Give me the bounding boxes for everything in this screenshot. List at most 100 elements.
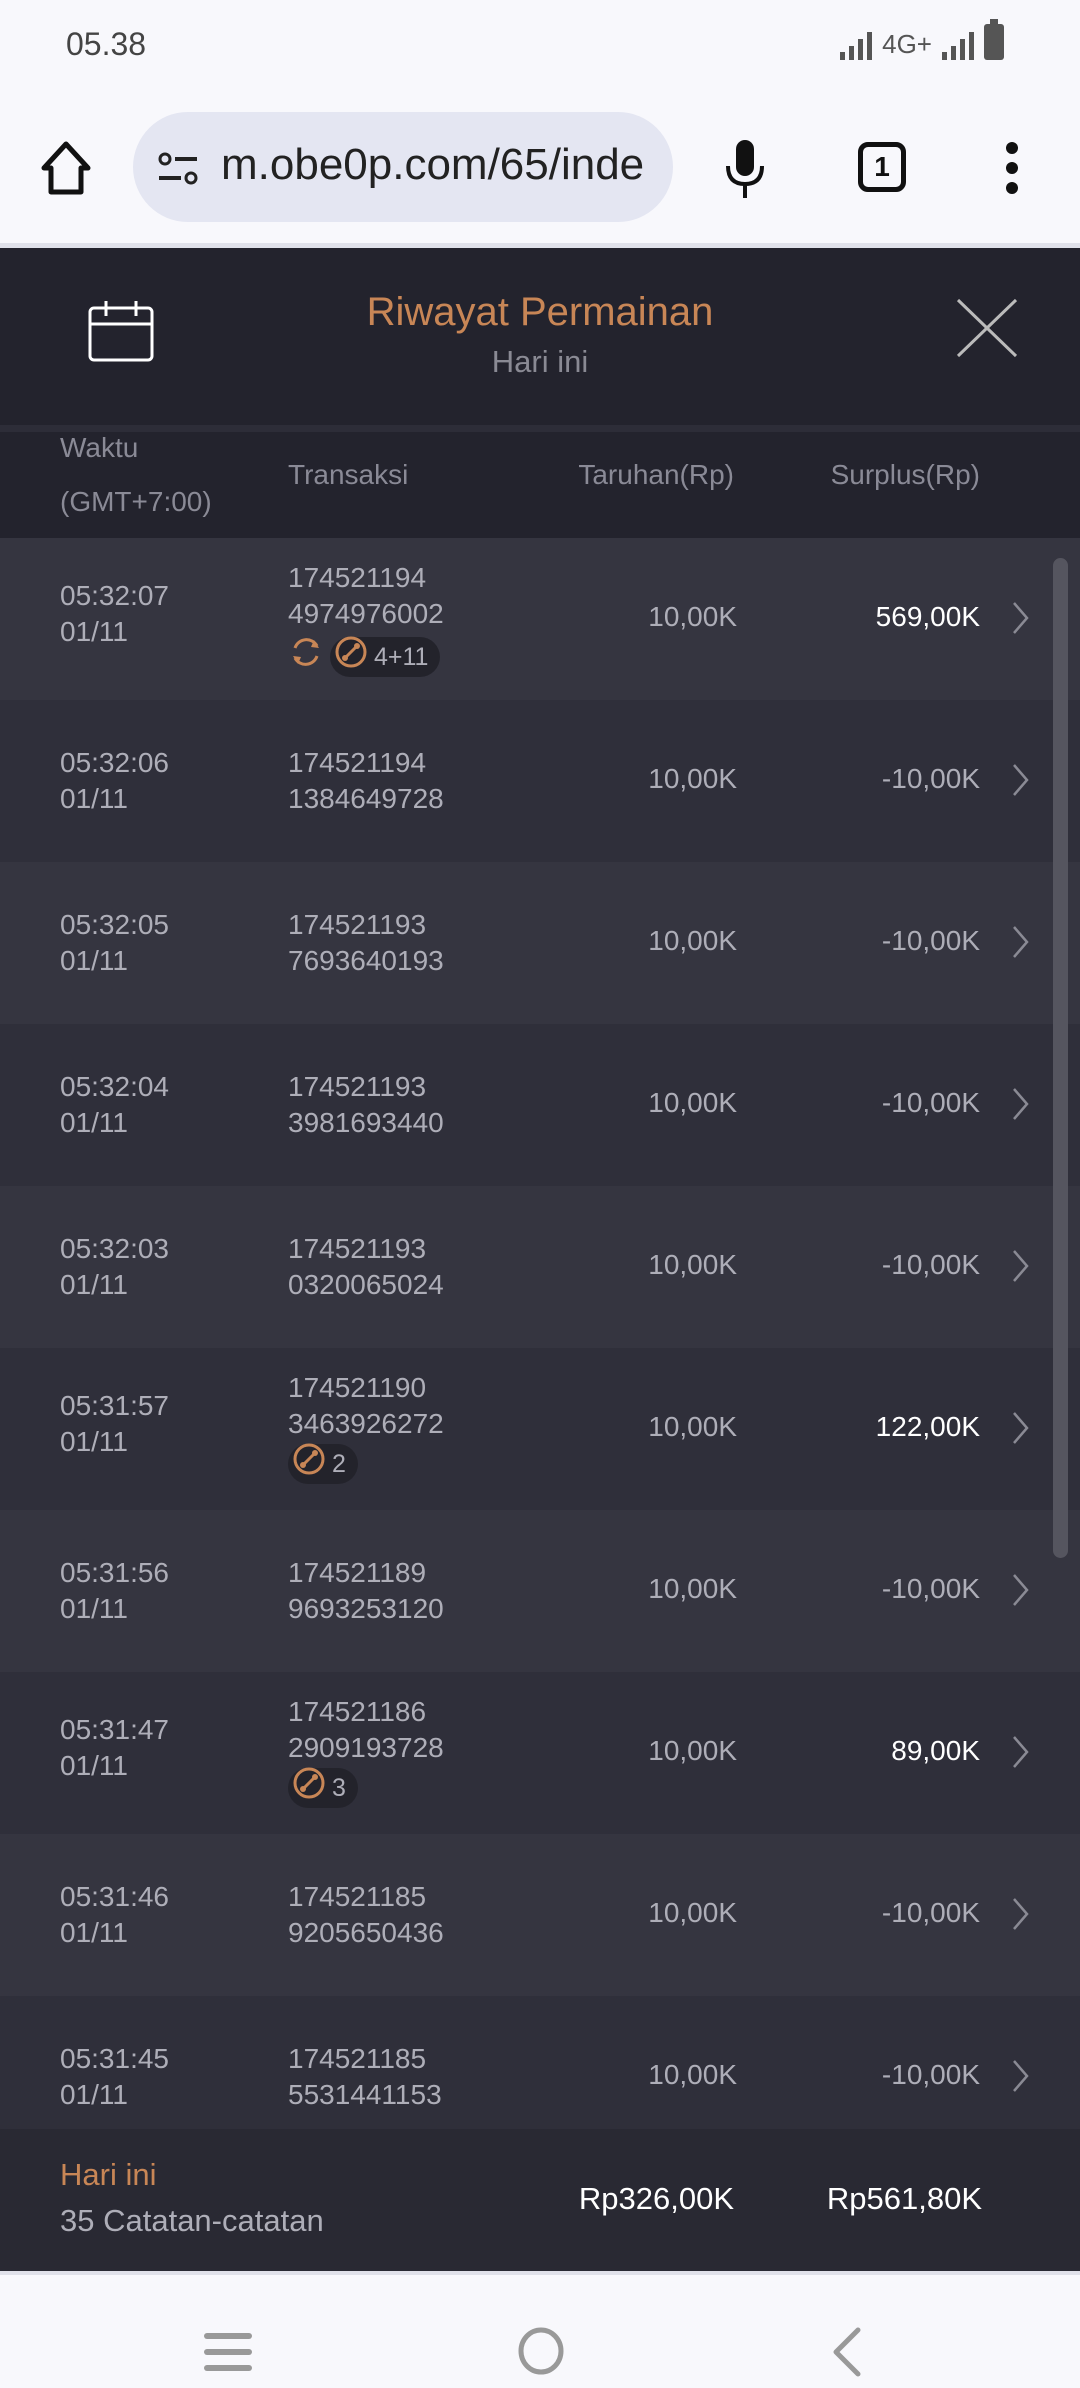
history-row[interactable]: 05:32:05 01/11 174521193 7693640193 10,00K -1… [0,862,1080,1024]
row-date: 01/11 [60,1269,128,1300]
microphone-icon[interactable] [722,138,768,200]
address-bar[interactable]: m.obe0p.com/65/inde [133,112,673,222]
footer-total-surplus: Rp561,80K [826,2181,982,2216]
row-bet: 10,00K [648,1411,737,1442]
recent-apps-icon[interactable] [203,2331,253,2373]
row-surplus: -10,00K [881,1249,980,1280]
url-text[interactable]: m.obe0p.com/65/inde [221,140,645,189]
row-time: 05:32:04 [60,1071,169,1102]
row-bet: 10,00K [648,925,737,956]
footer-period: Hari ini [60,2157,157,2192]
row-surplus: 569,00K [875,601,980,632]
history-row[interactable]: 05:32:03 01/11 174521193 0320065024 10,00K -1… [0,1186,1080,1348]
chevron-right-icon[interactable] [1010,1410,1030,1446]
close-icon[interactable] [956,298,1018,358]
row-tx-id-2: 9205650436 [288,1917,444,1948]
spin-ball-icon [334,635,368,679]
row-date: 01/11 [60,1107,128,1138]
row-tx-id-1: 174521194 [288,747,427,778]
chevron-right-icon[interactable] [1010,1572,1030,1608]
col-transaction: Transaksi [288,459,409,490]
history-row[interactable]: 05:32:07 01/11 174521194 4974976002 4+11 10,0… [0,538,1080,700]
site-settings-icon[interactable] [157,152,201,186]
history-row[interactable]: 05:31:45 01/11 174521185 5531441153 10,00K -1… [0,1996,1080,2129]
chevron-right-icon[interactable] [1010,1896,1030,1932]
row-time: 05:31:46 [60,1881,169,1912]
row-tx-id-2: 2909193728 [288,1732,444,1763]
footer-records: 35 Catatan-catatan [60,2203,324,2238]
row-date: 01/11 [60,1426,128,1457]
row-surplus: -10,00K [881,1897,980,1928]
row-tx-id-1: 174521193 [288,1071,427,1102]
page-subtitle: Hari ini [491,344,589,379]
row-tx-id-1: 174521190 [288,1372,427,1403]
row-surplus: -10,00K [881,1573,980,1604]
free-spin-badge: 3 [288,1767,358,1808]
col-time-tz: (GMT+7:00) [60,486,212,517]
row-bet: 10,00K [648,601,737,632]
home-nav-icon[interactable] [516,2325,566,2377]
col-time-label: Waktu [60,432,139,463]
calendar-icon[interactable] [88,300,154,362]
back-icon[interactable] [830,2327,864,2377]
bonus-tags: 4+11 [288,634,444,679]
row-bet: 10,00K [648,1573,737,1604]
chevron-right-icon[interactable] [1010,1086,1030,1122]
row-bet: 10,00K [648,1735,737,1766]
free-spin-badge: 2 [288,1443,358,1484]
divider [0,243,1080,248]
history-row[interactable]: 05:32:04 01/11 174521193 3981693440 10,00K -1… [0,1024,1080,1186]
row-tx-id-1: 174521194 [288,562,427,593]
chevron-right-icon[interactable] [1010,1248,1030,1284]
table-header: Waktu (GMT+7:00) Transaksi Taruhan(Rp) S… [0,432,1080,538]
row-date: 01/11 [60,1917,128,1948]
row-tx-id-2: 7693640193 [288,945,444,976]
status-time: 05.38 [66,26,147,62]
footer-total-bet: Rp326,00K [578,2181,734,2216]
history-row[interactable]: 05:31:56 01/11 174521189 9693253120 10,00K -1… [0,1510,1080,1672]
row-surplus: -10,00K [881,763,980,794]
row-time: 05:31:47 [60,1714,169,1745]
row-surplus: -10,00K [881,925,980,956]
chevron-right-icon[interactable] [1010,1734,1030,1770]
tabs-button[interactable]: 1 [858,142,906,192]
divider [0,425,1080,432]
row-date: 01/11 [60,945,128,976]
history-row[interactable]: 05:32:06 01/11 174521194 1384649728 10,00K -1… [0,700,1080,862]
chevron-right-icon[interactable] [1010,762,1030,798]
system-nav-bar [0,2271,1080,2388]
row-tx-id-1: 174521186 [288,1696,427,1727]
row-surplus: 89,00K [891,1735,980,1766]
chevron-right-icon[interactable] [1010,600,1030,636]
network-type: 4G+ [882,29,932,59]
row-tx-id-1: 174521185 [288,1881,427,1912]
history-list: 05:32:07 01/11 174521194 4974976002 4+11 10,0… [0,538,1080,2129]
row-time: 05:31:57 [60,1390,169,1421]
badge-count: 4+11 [374,642,429,671]
row-tx-id-2: 9693253120 [288,1593,444,1624]
signal-icon [840,30,873,60]
home-icon[interactable] [40,140,92,196]
row-date: 01/11 [60,1750,128,1781]
badge-count: 2 [332,1450,346,1478]
status-bar: 05.38 4G+ [0,0,1080,80]
battery-icon [984,19,1004,60]
row-bet: 10,00K [648,1249,737,1280]
history-row[interactable]: 05:31:46 01/11 174521185 9205650436 10,00K -1… [0,1834,1080,1996]
row-tx-id-1: 174521193 [288,909,427,940]
row-bet: 10,00K [648,2059,737,2090]
bonus-tags: 2 [288,1443,444,1484]
page-title: Riwayat Permainan [366,290,714,334]
scrollbar[interactable] [1053,558,1068,1558]
history-row[interactable]: 05:31:47 01/11 174521186 2909193728 3 10,00K 8… [0,1672,1080,1834]
row-date: 01/11 [60,616,128,647]
row-tx-id-2: 1384649728 [288,783,444,814]
history-row[interactable]: 05:31:57 01/11 174521190 3463926272 2 10,00K 1… [0,1348,1080,1510]
chevron-right-icon[interactable] [1010,924,1030,960]
refresh-icon [288,634,324,679]
chevron-right-icon[interactable] [1010,2058,1030,2094]
row-time: 05:32:07 [60,580,169,611]
col-bet: Taruhan(Rp) [578,459,734,490]
more-options-icon[interactable] [1002,140,1022,196]
row-time: 05:31:56 [60,1557,169,1588]
